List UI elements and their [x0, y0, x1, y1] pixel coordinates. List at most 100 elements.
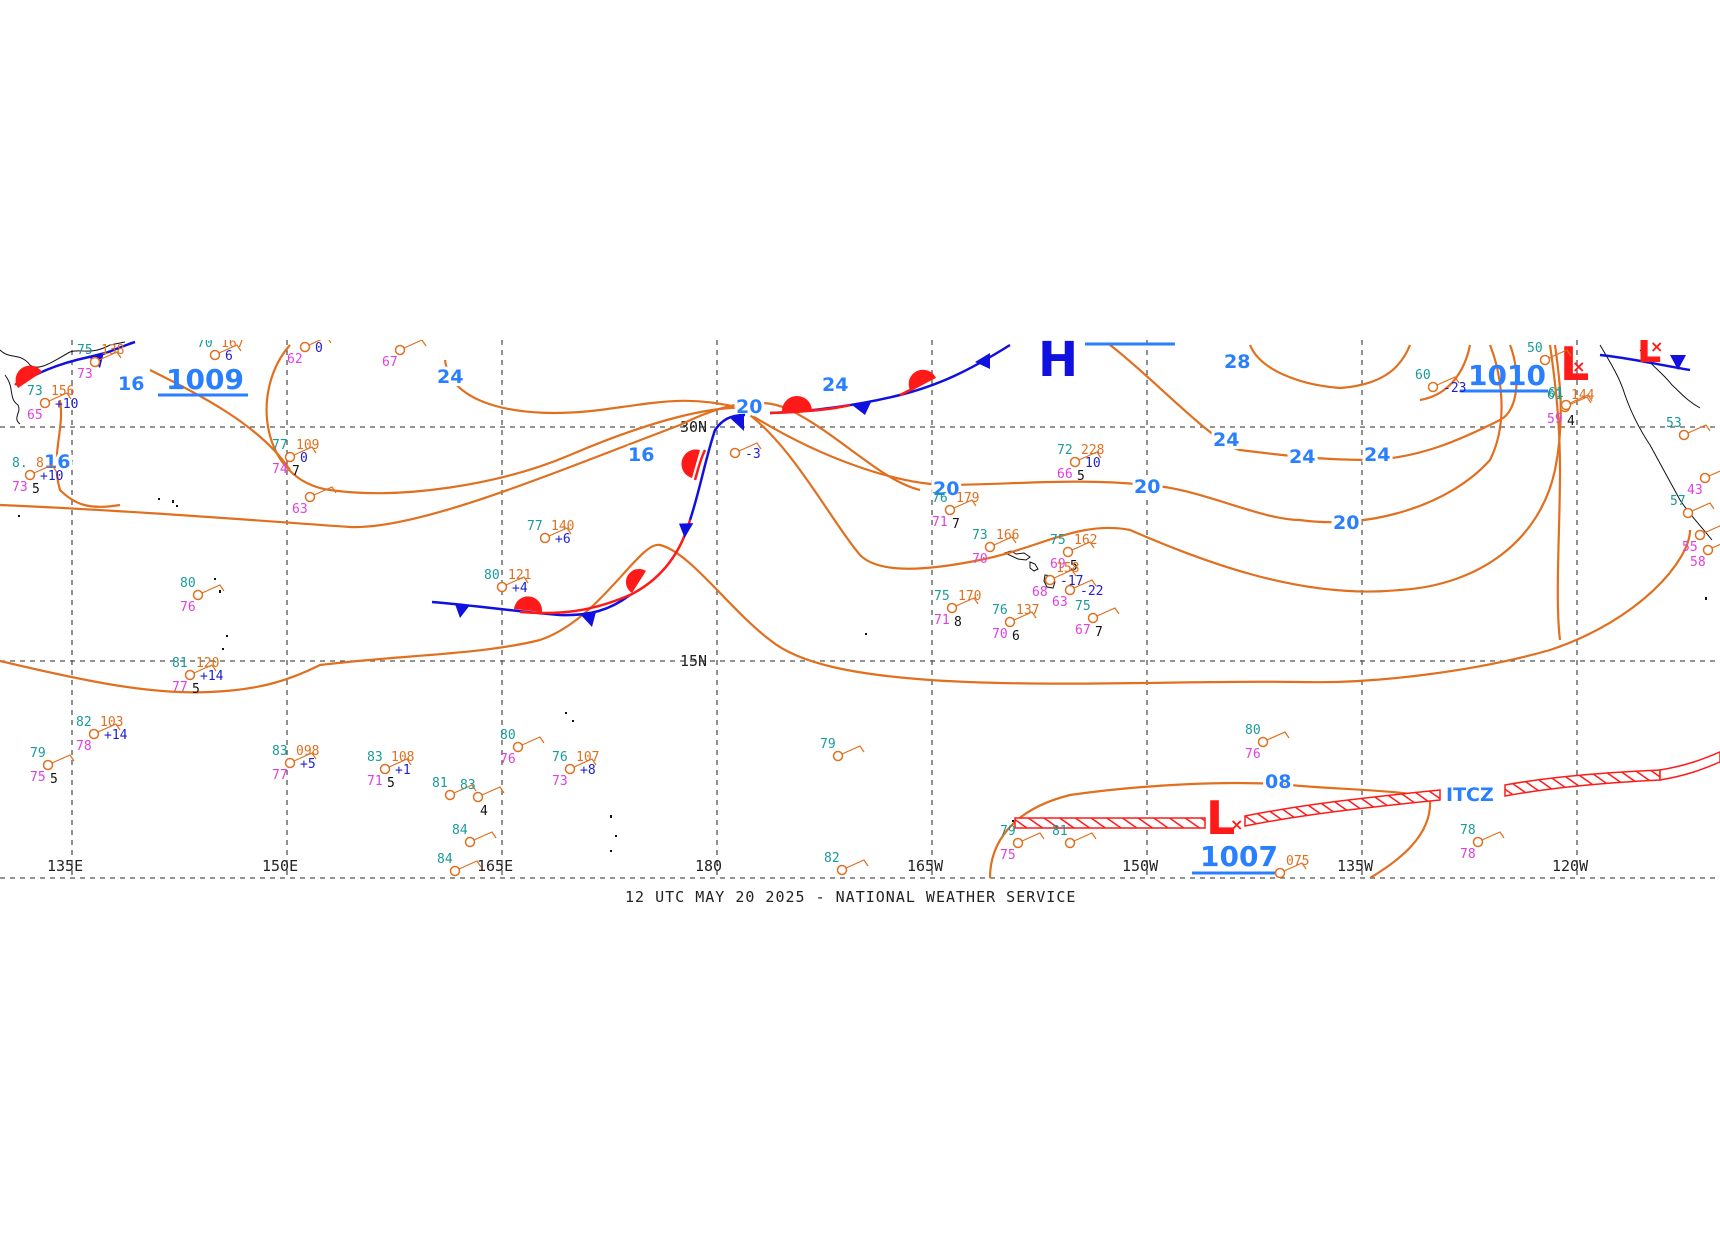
station-plot — [1427, 376, 1460, 393]
station-circle — [1699, 472, 1711, 484]
station-circle — [1064, 837, 1076, 849]
station-pressure: 162 — [1074, 533, 1097, 548]
station-plot — [496, 576, 529, 593]
station-circle — [24, 469, 36, 481]
station-dewpoint: 75 — [30, 770, 46, 785]
station-dewpoint: 71 — [932, 515, 948, 530]
station-plot — [946, 597, 979, 614]
wind-barb — [955, 597, 979, 607]
station-circle — [184, 669, 196, 681]
wind-barb — [293, 752, 317, 762]
station-plot — [729, 442, 762, 459]
station-plot — [209, 344, 242, 361]
station-plot — [464, 831, 497, 848]
station-circle — [1539, 354, 1551, 366]
high-pressure-center: H — [1038, 332, 1175, 388]
station-circle — [1004, 616, 1016, 628]
station-temperature: 68 — [287, 328, 303, 343]
station-pressure-tendency: +6 — [555, 532, 571, 547]
wind-barb — [218, 344, 242, 354]
station-extra-value: 5 — [192, 682, 200, 697]
station-temperature: 83 — [272, 744, 288, 759]
station-circle — [1087, 612, 1099, 624]
station-circle — [1682, 507, 1694, 519]
wind-barb — [548, 527, 572, 537]
station-plot — [1064, 579, 1097, 596]
wind-barb — [1073, 579, 1097, 589]
station-plot — [444, 784, 477, 801]
isobar — [0, 401, 921, 529]
station-plot — [984, 536, 1017, 553]
station-temperature: 53 — [1666, 416, 1682, 431]
station-dewpoint: 66 — [1057, 467, 1073, 482]
station-temperature: 83 — [460, 778, 476, 793]
station-pressure-tendency: +14 — [200, 669, 224, 684]
station-extra-value: 5 — [1077, 469, 1085, 484]
wind-barb — [98, 351, 122, 361]
station-pressure: 098 — [296, 744, 319, 759]
station-plot — [39, 392, 72, 409]
station-dewpoint: 76 — [500, 752, 516, 767]
high-center-letter: H — [1038, 332, 1078, 388]
station-pressure-tendency: +1 — [395, 763, 411, 778]
wind-barb — [841, 745, 865, 755]
station-plot — [836, 859, 869, 876]
station-circle — [1694, 529, 1706, 541]
station-temperature: 75 — [1075, 599, 1091, 614]
station-pressure: 137 — [1016, 603, 1039, 618]
station-plot — [1257, 731, 1290, 748]
station-dewpoint: 58 — [1690, 555, 1706, 570]
station-dewpoint: 65 — [27, 408, 43, 423]
isobar — [149, 369, 291, 471]
station-temperature: 84 — [437, 852, 453, 867]
svg-text:L: L — [1637, 327, 1661, 371]
lat-lon-grid — [0, 340, 1720, 878]
station-plot — [89, 351, 122, 368]
station-pressure: 170 — [958, 589, 981, 604]
wind-barb — [458, 860, 482, 870]
wind-barb — [521, 736, 545, 746]
latitude-label: 30N — [680, 418, 707, 436]
station-pressure-tendency: +5 — [300, 757, 316, 772]
isobar-label: 20 — [1333, 512, 1359, 534]
station-pressure: 108 — [391, 750, 414, 765]
station-plot — [24, 464, 57, 481]
station-temperature: 82 — [824, 851, 840, 866]
station-plot — [1062, 541, 1095, 558]
station-plot — [832, 745, 865, 762]
station-plot — [284, 752, 317, 769]
isobar-label: 28 — [1224, 351, 1250, 373]
station-circle — [539, 532, 551, 544]
low-pressure-center: L × 1007 — [1192, 791, 1278, 875]
isobar — [55, 399, 121, 508]
isobar — [1548, 344, 1562, 641]
station-dewpoint: 70 — [992, 627, 1008, 642]
station-pressure-tendency: 10 — [1085, 456, 1101, 471]
station-pressure-tendency: 0 — [300, 451, 308, 466]
station-circle — [444, 789, 456, 801]
cold-front — [678, 413, 746, 538]
station-temperature: 70 — [197, 336, 213, 351]
wind-barb — [1568, 396, 1592, 406]
station-plot — [88, 723, 121, 740]
isobar-labels: 16 24 20 16 24 20 20 28 24 24 24 20 16 0… — [41, 348, 1393, 796]
station-plot — [1539, 349, 1572, 366]
wind-barb — [293, 446, 317, 456]
station-temperature: 77 — [527, 519, 543, 534]
station-circle — [832, 750, 844, 762]
station-extra-value: 4 — [480, 804, 488, 819]
station-circle — [1472, 836, 1484, 848]
station-extra-value: 7 — [952, 517, 960, 532]
isobar-label: 08 — [1265, 771, 1291, 793]
wind-barb — [1687, 424, 1711, 434]
station-temperature: 82 — [76, 715, 92, 730]
station-dewpoint: 78 — [1460, 847, 1476, 862]
station-pressure: 120 — [196, 656, 219, 671]
isobar-label: 20 — [933, 478, 959, 500]
longitude-label: 180 — [695, 857, 722, 875]
isobar-label: 24 — [1364, 444, 1390, 466]
station-circle — [512, 741, 524, 753]
japan-coastline — [4, 374, 21, 425]
isobar — [0, 529, 1692, 694]
wind-barb — [97, 723, 121, 733]
